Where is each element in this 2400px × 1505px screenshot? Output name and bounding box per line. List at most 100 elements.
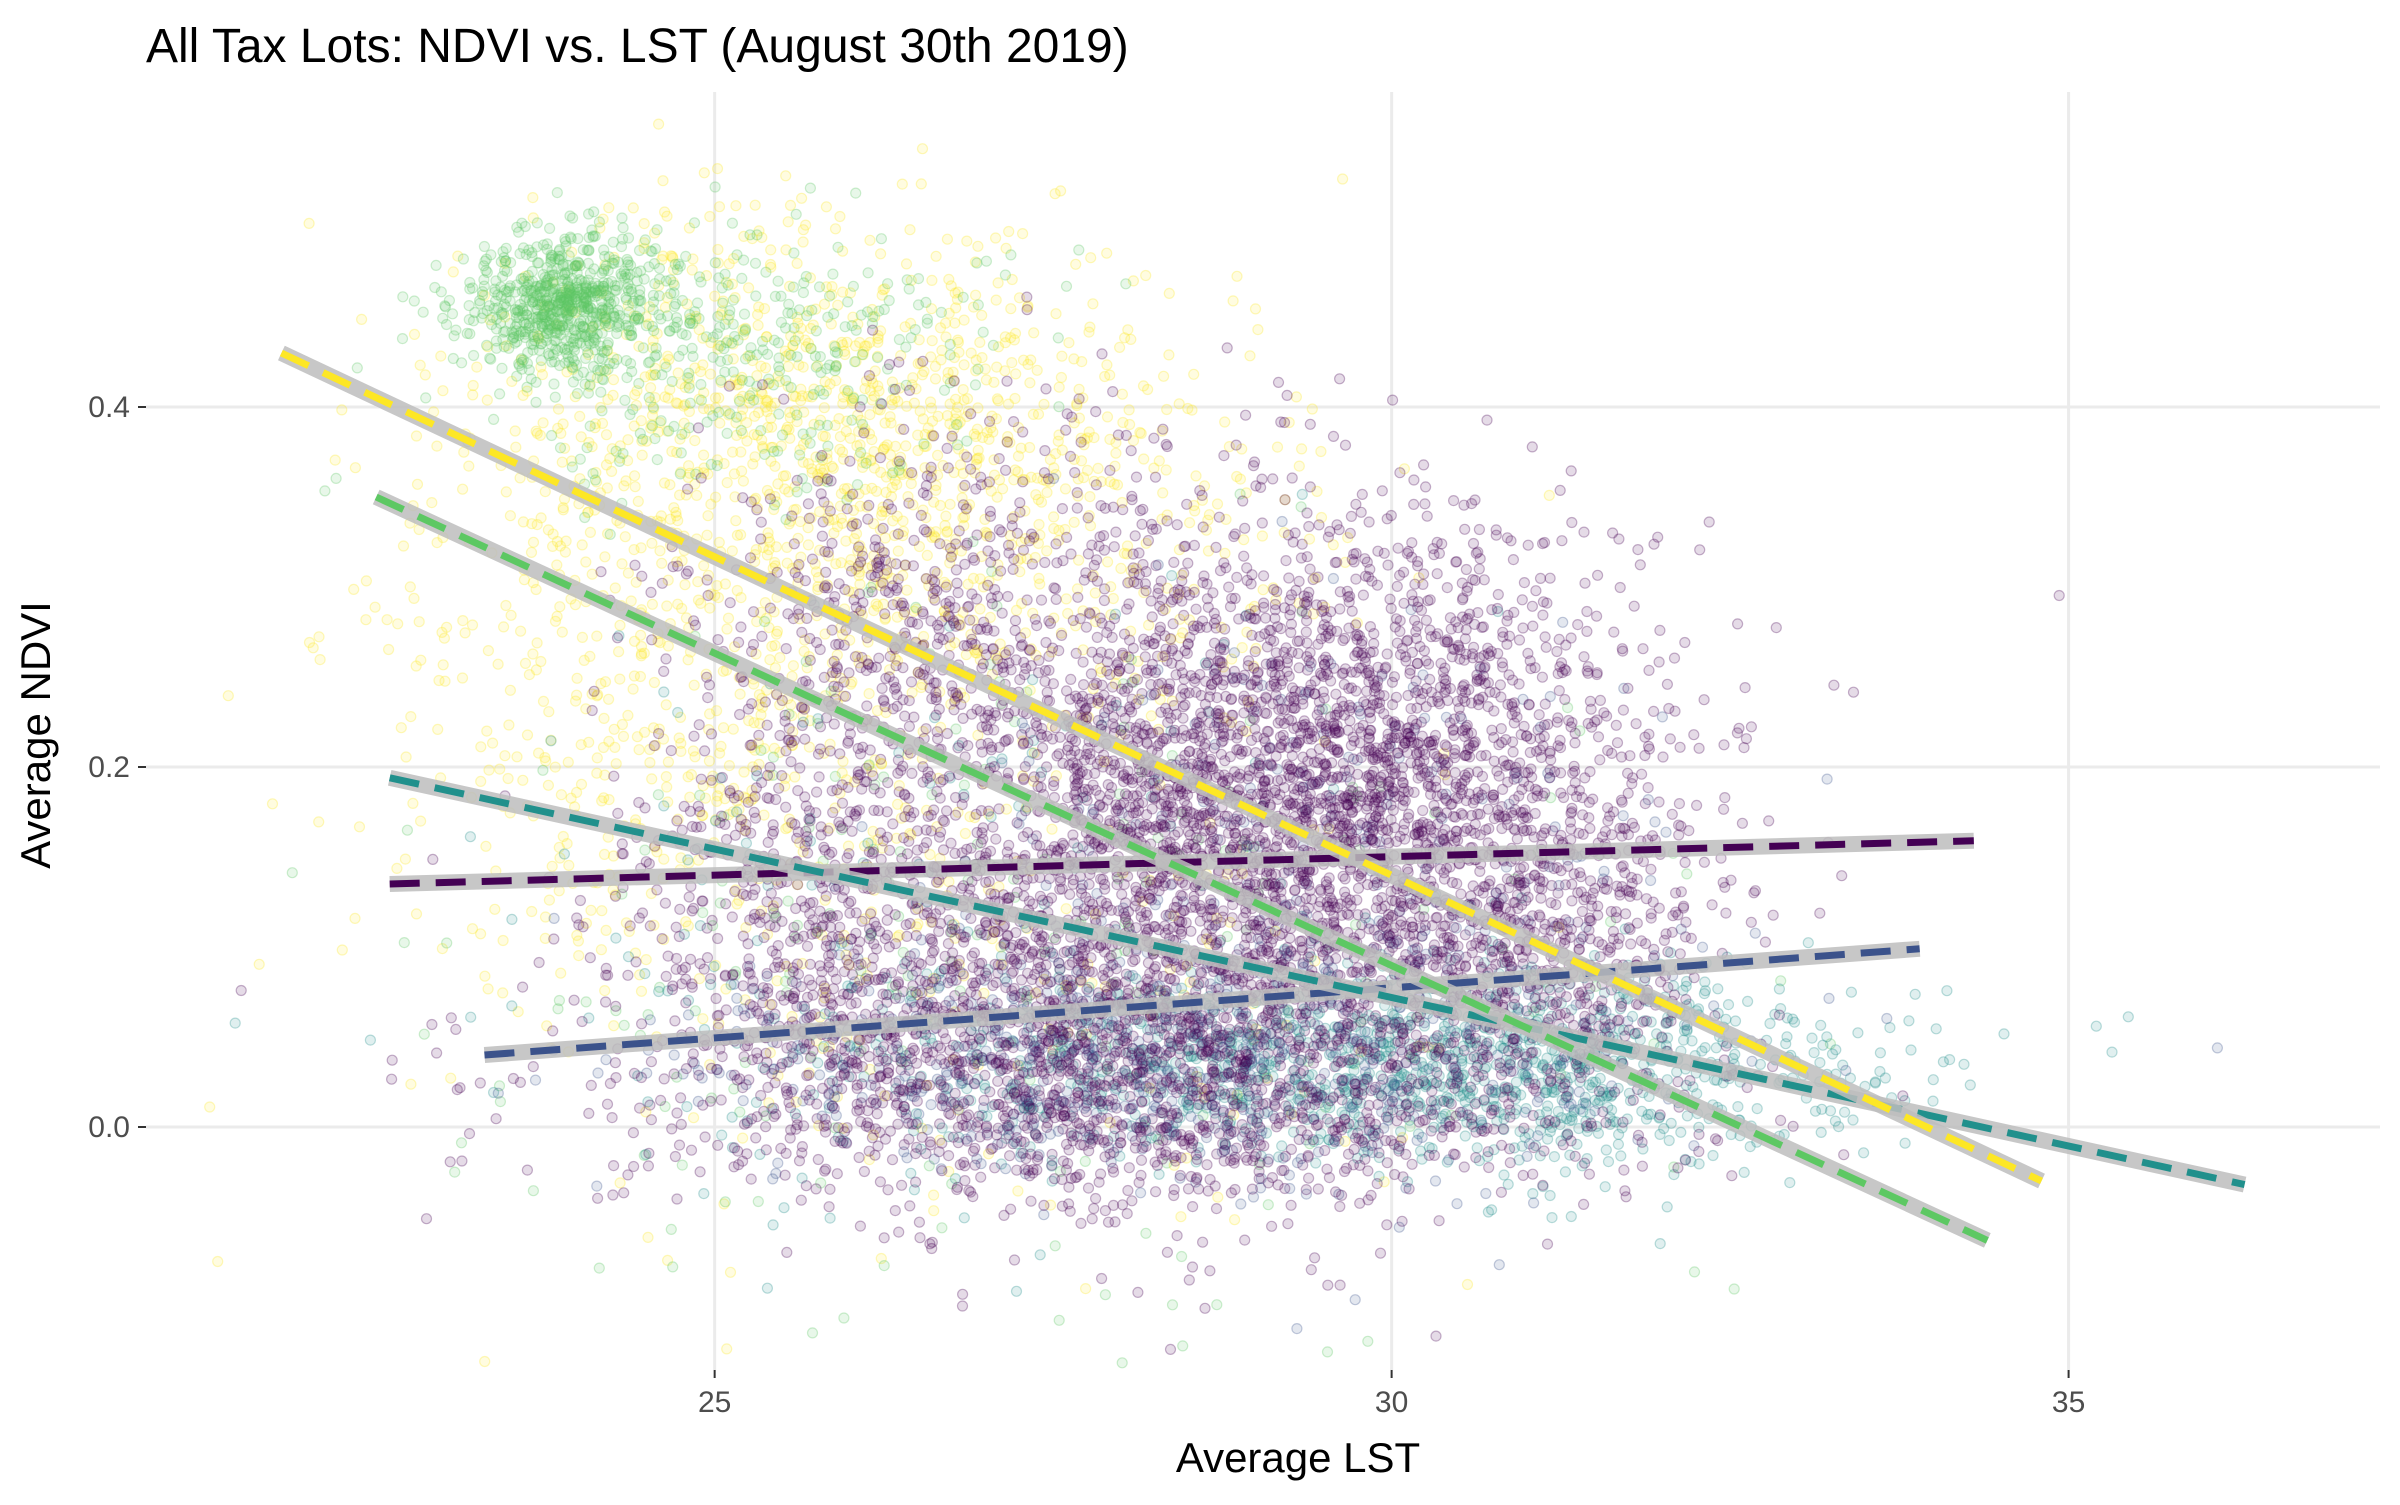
data-point <box>886 450 896 460</box>
data-point <box>1013 1186 1023 1196</box>
data-point <box>641 955 651 965</box>
data-point <box>536 513 546 523</box>
data-point <box>667 377 677 387</box>
data-point <box>1664 1136 1674 1146</box>
data-point <box>792 487 802 497</box>
data-point <box>776 291 786 301</box>
data-point <box>1942 986 1952 996</box>
data-point <box>615 620 625 630</box>
data-point <box>465 832 475 842</box>
data-point <box>576 432 586 442</box>
data-point <box>696 395 706 405</box>
data-point <box>556 428 566 438</box>
data-point <box>802 483 812 493</box>
data-point <box>579 655 589 665</box>
data-point <box>825 291 835 301</box>
data-point <box>1547 1213 1557 1223</box>
data-point <box>722 1344 732 1354</box>
data-point <box>735 396 745 406</box>
data-point <box>762 1283 772 1293</box>
data-point <box>1880 1073 1890 1083</box>
data-point <box>709 962 719 972</box>
data-point <box>1910 989 1920 999</box>
data-point <box>783 896 793 906</box>
data-point <box>720 319 730 329</box>
data-point <box>1258 585 1268 595</box>
data-point <box>635 290 645 300</box>
data-point <box>887 400 897 410</box>
data-point <box>622 373 632 383</box>
data-point <box>522 310 532 320</box>
data-point <box>1643 1110 1653 1120</box>
data-point <box>819 403 829 413</box>
data-point <box>802 311 812 321</box>
data-point <box>856 310 866 320</box>
data-point <box>1853 1028 1863 1038</box>
data-point <box>532 242 542 252</box>
data-point <box>398 334 408 344</box>
data-point <box>835 432 845 442</box>
data-point <box>1730 1049 1740 1059</box>
data-point <box>448 267 458 277</box>
data-point <box>1034 520 1044 530</box>
data-point <box>597 906 607 916</box>
data-point <box>623 710 633 720</box>
data-point <box>571 696 581 706</box>
data-point <box>458 673 468 683</box>
data-point <box>1025 443 1035 453</box>
data-point <box>498 247 508 257</box>
data-point <box>737 273 747 283</box>
data-point <box>546 736 556 746</box>
data-point <box>1273 442 1283 452</box>
data-point <box>545 286 555 296</box>
data-point <box>628 684 638 694</box>
data-point <box>578 321 588 331</box>
data-point <box>434 676 444 686</box>
data-point <box>505 281 515 291</box>
data-point <box>803 540 813 550</box>
data-point <box>476 776 486 786</box>
data-point <box>658 251 668 261</box>
data-point <box>505 296 515 306</box>
data-point <box>1085 492 1095 502</box>
data-point <box>1013 467 1023 477</box>
data-point <box>805 438 815 448</box>
data-point <box>599 713 609 723</box>
data-point <box>728 295 738 305</box>
data-point <box>773 479 783 489</box>
data-point <box>653 790 663 800</box>
data-point <box>1057 351 1067 361</box>
data-point <box>624 307 634 317</box>
data-point <box>585 421 595 431</box>
data-point <box>727 1112 737 1122</box>
data-point <box>897 179 907 189</box>
data-point <box>352 363 362 373</box>
data-point <box>865 338 875 348</box>
data-point <box>799 278 809 288</box>
data-point <box>1472 1143 1482 1153</box>
data-point <box>1042 546 1052 556</box>
data-point <box>1870 1078 1880 1088</box>
data-point <box>665 326 675 336</box>
data-point <box>561 237 571 247</box>
data-point <box>715 202 725 212</box>
data-point <box>931 251 941 261</box>
data-point <box>562 348 572 358</box>
data-point <box>740 309 750 319</box>
data-point <box>683 373 693 383</box>
data-point <box>213 1257 223 1267</box>
data-point <box>355 822 365 832</box>
data-point <box>476 742 486 752</box>
data-point <box>1149 463 1159 473</box>
data-point <box>690 752 700 762</box>
data-point <box>409 593 419 603</box>
data-point <box>495 318 505 328</box>
data-point <box>1824 993 1834 1003</box>
data-point <box>472 362 482 372</box>
data-point <box>1452 1199 1462 1209</box>
data-point <box>655 546 665 556</box>
data-point <box>1000 270 1010 280</box>
data-point <box>883 279 893 289</box>
data-point <box>560 547 570 557</box>
data-point <box>600 552 610 562</box>
